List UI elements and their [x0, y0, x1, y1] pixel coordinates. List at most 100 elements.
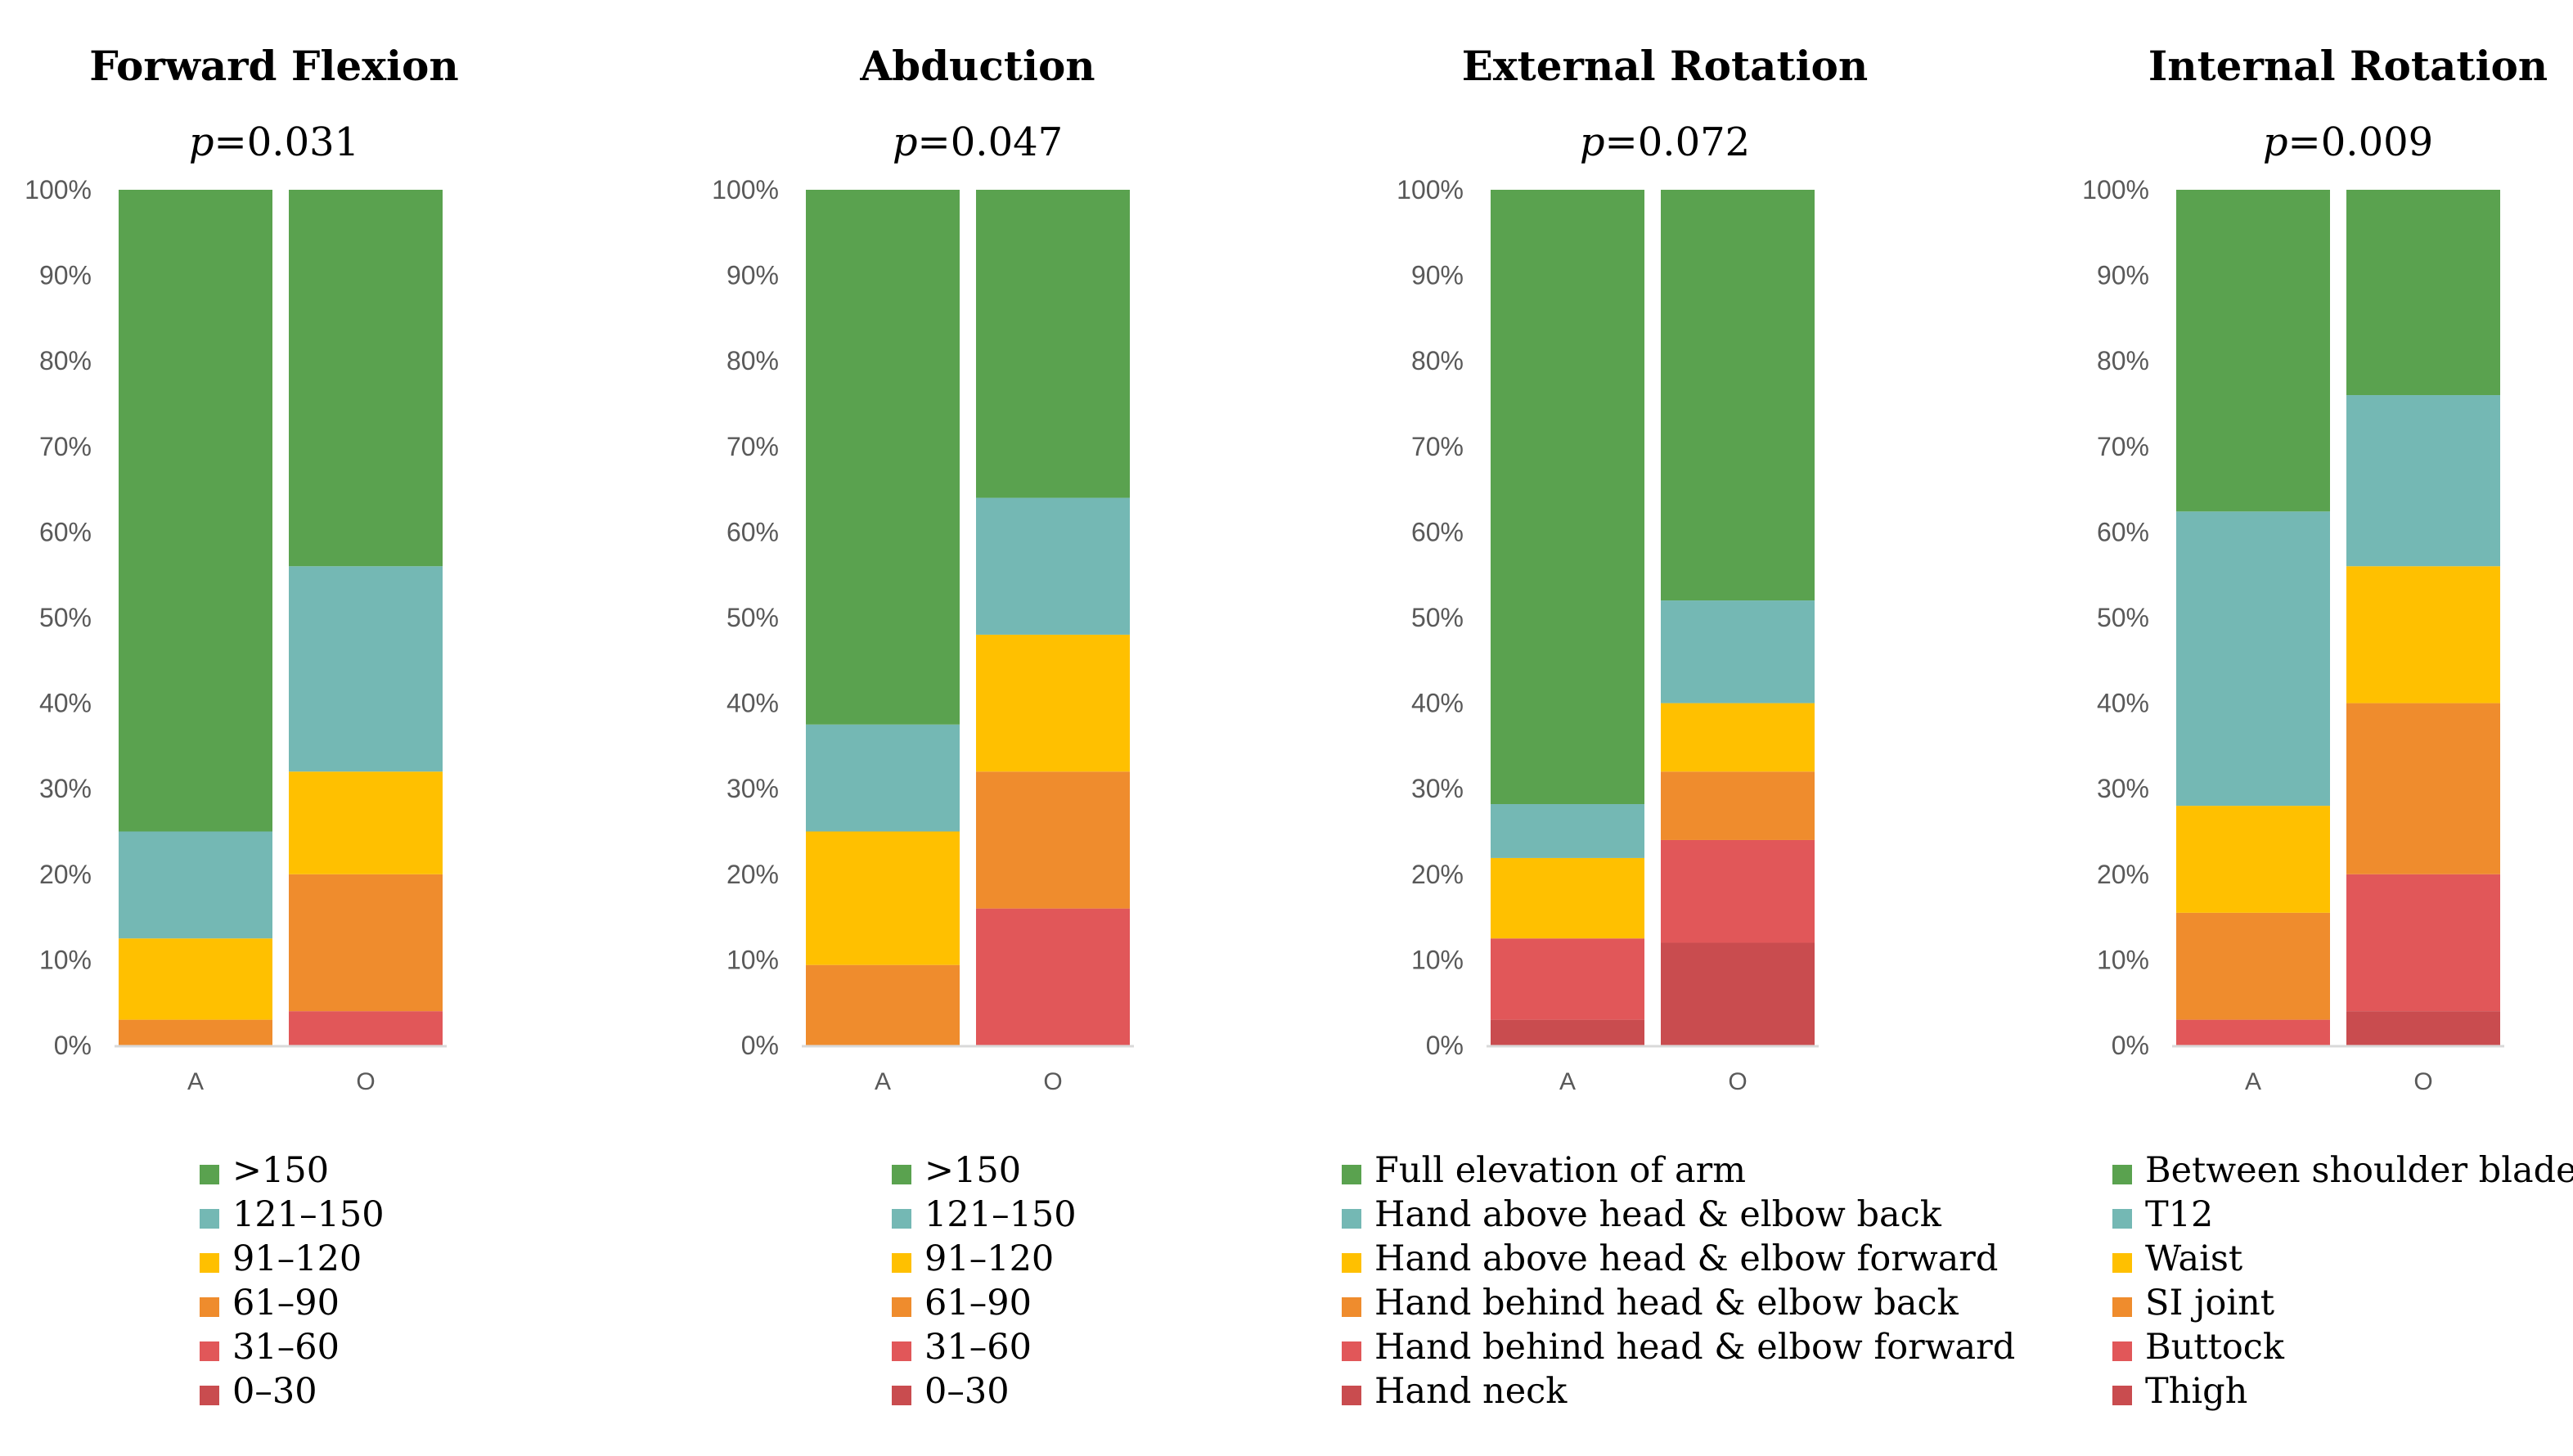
y-tick-label: 80%	[1411, 346, 1464, 375]
y-tick-label: 80%	[2097, 346, 2149, 375]
bar-segment-a-6	[119, 190, 272, 832]
legend-label: 121–150	[232, 1194, 385, 1235]
bar-segment-a-5	[2176, 511, 2330, 807]
bar-segment-o-3	[1661, 771, 1815, 840]
bar-segment-o-2	[289, 1011, 443, 1045]
bar-segment-a-2	[2176, 1019, 2330, 1045]
x-category-label: O	[2413, 1068, 2432, 1095]
bar-segment-o-1	[2346, 1011, 2500, 1045]
bar-segment-o-4	[2346, 566, 2500, 703]
legend-swatch	[1342, 1165, 1361, 1184]
legend-label: 121–150	[924, 1194, 1077, 1235]
bar-segment-o-6	[1661, 190, 1815, 601]
chart-panel-2: Abduction p=0.047 0% 10% 20% 30% 40% 50% 60% 70% 8…	[712, 42, 1134, 1412]
bar-segment-o-3	[289, 874, 443, 1012]
legend-swatch	[1342, 1297, 1361, 1317]
y-tick-label: 90%	[726, 261, 779, 290]
y-tick-label: 40%	[726, 689, 779, 718]
x-category-label: A	[1559, 1068, 1576, 1095]
y-tick-label: 30%	[39, 774, 92, 803]
chart-title: Abduction	[859, 42, 1095, 90]
bar-segment-o-2	[976, 908, 1130, 1045]
bar-segment-a-1	[1491, 1019, 1644, 1045]
y-tick-label: 0%	[2112, 1031, 2149, 1060]
legend-swatch	[2112, 1297, 2132, 1317]
y-tick-label: 100%	[25, 175, 92, 204]
bar-segment-o-1	[1661, 942, 1815, 1045]
y-tick-label: 70%	[1411, 432, 1464, 461]
y-tick-label: 60%	[726, 517, 779, 546]
x-category-label: O	[356, 1068, 375, 1095]
legend-label: 61–90	[924, 1283, 1032, 1323]
y-tick-label: 50%	[1411, 603, 1464, 632]
y-tick-label: 20%	[726, 860, 779, 889]
y-tick-label: 50%	[2097, 603, 2149, 632]
y-tick-label: 40%	[2097, 689, 2149, 718]
y-tick-label: 40%	[1411, 689, 1464, 718]
bar-segment-o-6	[2346, 190, 2500, 396]
legend-label: >150	[232, 1150, 329, 1191]
y-tick-label: 60%	[1411, 517, 1464, 546]
y-tick-label: 30%	[1411, 774, 1464, 803]
chart-title: External Rotation	[1462, 42, 1869, 90]
bar-segment-a-5	[806, 724, 960, 832]
y-tick-label: 90%	[39, 261, 92, 290]
legend-label: >150	[924, 1150, 1021, 1191]
y-tick-label: 90%	[1411, 261, 1464, 290]
p-number: =0.031	[214, 119, 360, 165]
y-tick-label: 30%	[2097, 774, 2149, 803]
bar-segment-a-5	[1491, 804, 1644, 858]
p-value: p=0.031	[189, 119, 359, 165]
bar-segment-o-5	[2346, 395, 2500, 567]
legend-label: Waist	[2145, 1238, 2242, 1279]
y-tick-label: 0%	[741, 1031, 779, 1060]
legend-label: 61–90	[232, 1283, 340, 1323]
y-tick-label: 30%	[726, 774, 779, 803]
legend-label: T12	[2145, 1194, 2213, 1235]
legend-swatch	[892, 1297, 911, 1317]
legend-swatch	[2112, 1386, 2132, 1405]
x-category-label: O	[1043, 1068, 1062, 1095]
legend-swatch	[1342, 1253, 1361, 1273]
legend-swatch	[1342, 1341, 1361, 1361]
y-tick-label: 90%	[2097, 261, 2149, 290]
x-category-label: O	[1728, 1068, 1747, 1095]
p-number: =0.072	[1605, 119, 1751, 165]
legend-label: Buttock	[2145, 1327, 2285, 1368]
legend-label: Hand behind head & elbow forward	[1374, 1327, 2015, 1368]
legend-label: Thigh	[2145, 1371, 2247, 1412]
p-number: =0.009	[2288, 119, 2434, 165]
bar-segment-a-3	[2176, 912, 2330, 1020]
legend-label: 0–30	[924, 1371, 1010, 1412]
legend-label: Full elevation of arm	[1374, 1150, 1746, 1191]
y-tick-label: 10%	[726, 945, 779, 974]
y-tick-label: 80%	[39, 346, 92, 375]
bar-segment-o-6	[976, 190, 1130, 498]
legend-label: 31–60	[232, 1327, 340, 1368]
y-tick-label: 70%	[2097, 432, 2149, 461]
y-tick-label: 40%	[39, 689, 92, 718]
y-tick-label: 10%	[39, 945, 92, 974]
legend-label: Hand above head & elbow forward	[1374, 1238, 1998, 1279]
p-value: p=0.009	[2263, 119, 2433, 165]
legend-swatch	[2112, 1209, 2132, 1229]
y-tick-label: 20%	[1411, 860, 1464, 889]
y-tick-label: 70%	[39, 432, 92, 461]
legend-swatch	[892, 1253, 911, 1273]
p-symbol: p	[1580, 119, 1605, 165]
y-tick-label: 70%	[726, 432, 779, 461]
legend-swatch	[2112, 1253, 2132, 1273]
legend-label: SI joint	[2145, 1283, 2274, 1323]
x-category-label: A	[187, 1068, 204, 1095]
legend-swatch	[2112, 1165, 2132, 1184]
y-tick-label: 0%	[1426, 1031, 1464, 1060]
p-symbol: p	[189, 119, 214, 165]
legend-label: Hand behind head & elbow back	[1374, 1283, 1959, 1323]
bar-segment-a-3	[119, 1019, 272, 1045]
y-tick-label: 100%	[712, 175, 779, 204]
bar-segment-o-4	[289, 771, 443, 874]
chart-panel-3: External Rotation p=0.072 0% 10% 20% 30% 40% 50…	[1342, 42, 2015, 1412]
bar-segment-a-4	[119, 938, 272, 1020]
chart-panel-4: Internal Rotation p=0.009 0% 10% 20% 30% 40% 50…	[2082, 42, 2573, 1412]
y-tick-label: 10%	[2097, 945, 2149, 974]
